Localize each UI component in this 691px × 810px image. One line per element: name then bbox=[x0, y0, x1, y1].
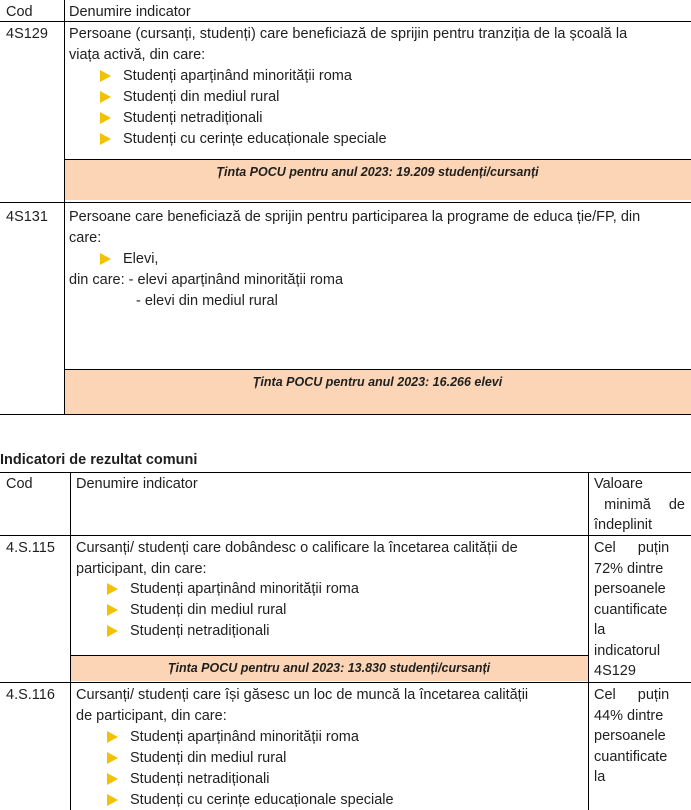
bullet-item: Studenți cu cerințe educaționale special… bbox=[130, 792, 394, 808]
valoare-line: 4S129 bbox=[594, 663, 636, 679]
bullet-icon bbox=[100, 112, 111, 124]
bullet-item: Studenți netradiționali bbox=[130, 771, 270, 787]
grid-line bbox=[70, 472, 71, 810]
bullet-icon bbox=[107, 731, 118, 743]
grid-line bbox=[0, 414, 691, 415]
bullet-icon bbox=[100, 133, 111, 145]
bullet-item: Studenți cu cerințe educaționale special… bbox=[123, 131, 387, 147]
grid-line bbox=[0, 682, 691, 683]
tinta-band bbox=[70, 655, 588, 681]
row-cod: 4S129 bbox=[6, 26, 48, 42]
grid-line bbox=[64, 369, 691, 370]
valoare-line: persoanele bbox=[594, 728, 666, 744]
bullet-icon bbox=[107, 752, 118, 764]
grid-line bbox=[0, 21, 691, 22]
bullet-icon bbox=[100, 91, 111, 103]
bullet-icon bbox=[107, 583, 118, 595]
row-description: participant, din care: bbox=[76, 561, 207, 577]
tinta-text: Ținta POCU pentru anul 2023: 13.830 stud… bbox=[167, 661, 491, 675]
sub-item: din care: - elevi aparținând minorității… bbox=[69, 272, 344, 288]
header-valoare-line: Valoare bbox=[594, 476, 643, 492]
bullet-item: Studenți aparținând minorității roma bbox=[123, 68, 352, 84]
grid-line bbox=[70, 655, 588, 656]
header-denumire: Denumire indicator bbox=[69, 4, 191, 20]
grid-line bbox=[0, 202, 691, 203]
valoare-line: cuantificate bbox=[594, 601, 668, 618]
sub-item: - elevi din mediul rural bbox=[136, 293, 278, 309]
bullet-icon bbox=[100, 70, 111, 82]
bullet-item: Elevi, bbox=[123, 251, 159, 267]
row-description: Persoane (cursanți, studenți) care benef… bbox=[69, 26, 628, 42]
bullet-item: Studenți aparținând minorității roma bbox=[130, 729, 359, 745]
row-description: viața activă, din care: bbox=[69, 47, 206, 63]
valoare-line: la bbox=[594, 769, 606, 785]
tinta-text: Ținta POCU pentru anul 2023: 19.209 stud… bbox=[216, 165, 539, 179]
grid-line bbox=[0, 535, 691, 536]
row-cod: 4.S.115 bbox=[6, 540, 55, 556]
bullet-icon bbox=[107, 794, 118, 806]
header-valoare: Valoare minimă de îndeplinit bbox=[594, 474, 685, 536]
grid-line bbox=[64, 0, 65, 415]
bullet-item: Studenți netradiționali bbox=[130, 623, 270, 639]
valoare-line: Cel puțin bbox=[594, 687, 670, 703]
row-description: Cursanți/ studenți care dobândesc o cali… bbox=[76, 540, 518, 556]
header-cod: Cod bbox=[6, 4, 33, 20]
valoare-line: persoanele bbox=[594, 581, 666, 597]
row-description: care: bbox=[69, 230, 102, 246]
bullet-icon bbox=[107, 625, 118, 637]
header-valoare-line: minimă de bbox=[604, 496, 685, 513]
bullet-item: Studenți din mediul rural bbox=[130, 602, 287, 618]
valoare-cell: Cel puțin 44% dintre persoanele cuantifi… bbox=[594, 685, 685, 788]
bullet-icon bbox=[107, 604, 118, 616]
section-title: Indicatori de rezultat comuni bbox=[0, 452, 198, 468]
valoare-line: la bbox=[594, 622, 606, 638]
tinta-band bbox=[64, 159, 691, 200]
grid-line bbox=[0, 472, 691, 473]
valoare-line: 44% dintre bbox=[594, 707, 664, 724]
row-cod: 4.S.116 bbox=[6, 687, 55, 703]
tinta-band bbox=[64, 369, 691, 414]
valoare-line: cuantificate bbox=[594, 748, 668, 765]
row-description: Cursanți/ studenți care își găsesc un lo… bbox=[76, 687, 529, 703]
row-description: de participant, din care: bbox=[76, 708, 227, 724]
bullet-item: Studenți aparținând minorității roma bbox=[130, 581, 359, 597]
valoare-cell: Cel puțin 72% dintre persoanele cuantifi… bbox=[594, 538, 685, 682]
valoare-line: 72% dintre bbox=[594, 560, 664, 577]
bullet-icon bbox=[100, 253, 111, 265]
grid-line bbox=[588, 472, 589, 810]
bullet-icon bbox=[107, 773, 118, 785]
bullet-item: Studenți netradiționali bbox=[123, 110, 263, 126]
valoare-line: Cel puțin bbox=[594, 540, 670, 556]
valoare-line: indicatorul bbox=[594, 642, 661, 659]
header-cod: Cod bbox=[6, 476, 33, 492]
row-description: Persoane care beneficiază de sprijin pen… bbox=[69, 209, 641, 225]
grid-line bbox=[64, 159, 691, 160]
bullet-item: Studenți din mediul rural bbox=[130, 750, 287, 766]
header-valoare-line: îndeplinit bbox=[594, 517, 653, 533]
header-denumire: Denumire indicator bbox=[76, 476, 198, 492]
tinta-text: Ținta POCU pentru anul 2023: 16.266 elev… bbox=[252, 375, 503, 389]
row-cod: 4S131 bbox=[6, 209, 48, 225]
bullet-item: Studenți din mediul rural bbox=[123, 89, 280, 105]
